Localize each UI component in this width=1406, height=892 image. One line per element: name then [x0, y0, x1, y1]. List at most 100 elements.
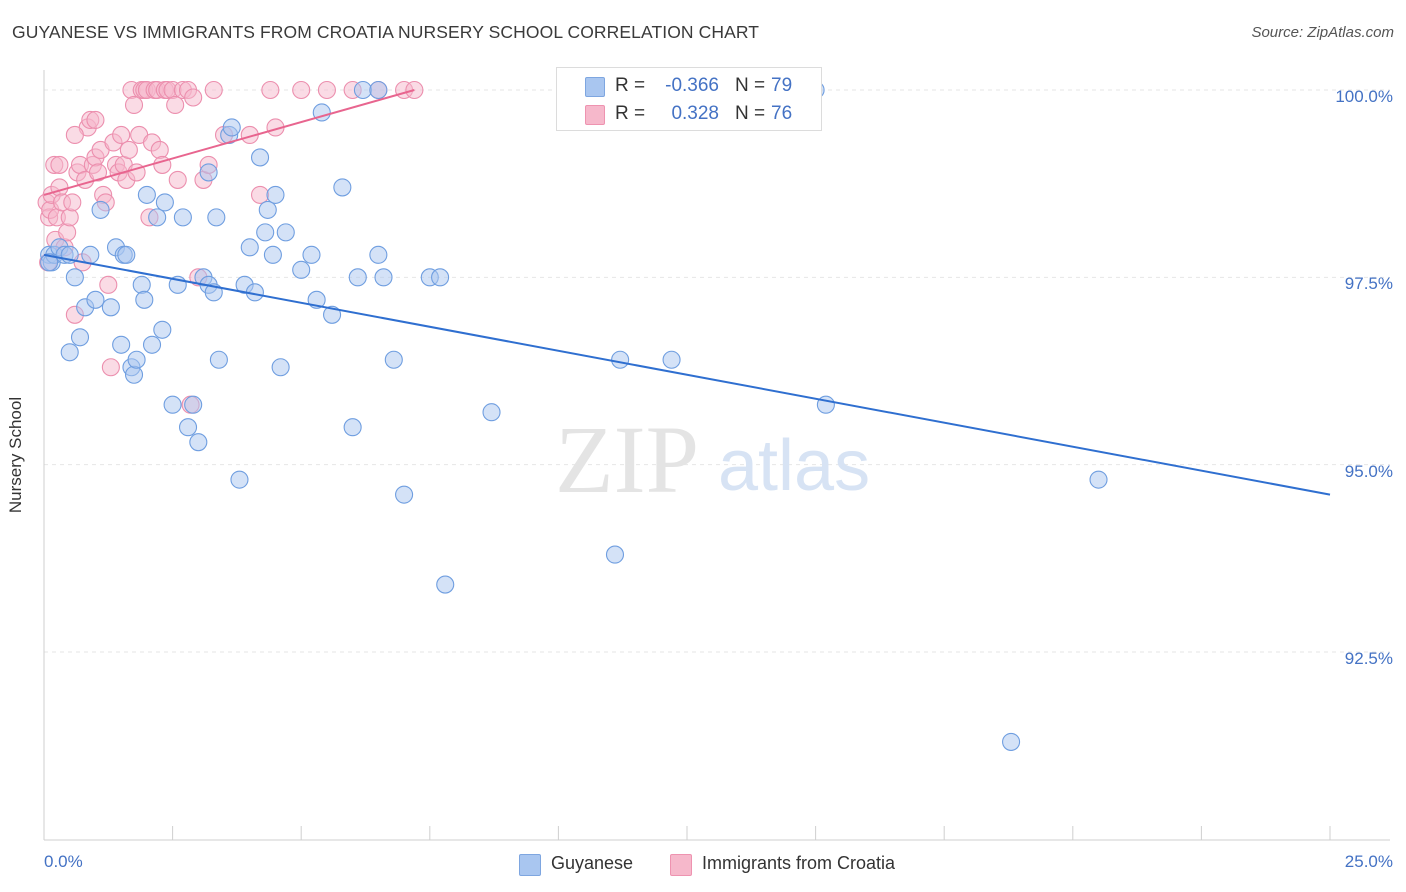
legend-swatch-pink [585, 105, 605, 125]
guyanese-point [1002, 732, 1021, 751]
guyanese-point [189, 433, 208, 452]
guyanese-point [369, 245, 388, 264]
grid-lines [44, 89, 1390, 653]
guyanese-point [117, 245, 136, 264]
guyanese-point [271, 358, 290, 377]
guyanese-point [374, 268, 393, 287]
guyanese-point [124, 365, 144, 384]
guyanese-point [81, 245, 100, 264]
guyanese-point [155, 193, 174, 212]
guyanese-point [86, 290, 105, 309]
guyanese-point [222, 118, 241, 137]
guyanese-point [395, 485, 414, 504]
guyanese-point [70, 328, 90, 347]
legend-n-value: 76 [771, 103, 793, 124]
croatia-point [317, 80, 336, 100]
guyanese-point [101, 298, 120, 317]
croatia-point [250, 185, 270, 204]
guyanese-point [127, 350, 146, 369]
croatia-point [204, 80, 223, 100]
guyanese-point [137, 185, 156, 204]
guyanese-point [605, 545, 625, 564]
legend-n-label: N = [735, 75, 766, 96]
legend-r-label: R = [615, 75, 646, 96]
guyanese-point [263, 245, 282, 264]
croatia-point [101, 358, 120, 377]
legend-row-croatia: R = 0.328 N = 76 [557, 100, 821, 128]
guyanese-point [1089, 470, 1108, 489]
guyanese-point [148, 208, 167, 227]
croatia-point [60, 208, 79, 227]
guyanese-point [199, 163, 218, 182]
chart-title: GUYANESE VS IMMIGRANTS FROM CROATIA NURS… [12, 22, 760, 42]
guyanese-point [209, 350, 228, 369]
guyanese-point [431, 268, 450, 287]
trend-lines [43, 89, 1331, 496]
guyanese-point [292, 260, 311, 279]
croatia-point [112, 125, 131, 145]
guyanese-point [343, 418, 362, 437]
guyanese-point [163, 395, 182, 414]
legend-label-croatia: Immigrants from Croatia [702, 853, 896, 873]
x-tick-label: 25.0% [1344, 852, 1393, 871]
legend-n-value: 79 [771, 75, 793, 96]
guyanese-point [135, 290, 154, 309]
legend-label-guyanese: Guyanese [551, 853, 634, 873]
source-credit: Source: ZipAtlas.com [1251, 24, 1394, 41]
axes [43, 70, 1390, 841]
guyanese-point [436, 575, 455, 594]
guyanese-point [184, 395, 203, 414]
croatia-trend-line [43, 89, 415, 196]
legend-r-value: -0.366 [665, 75, 719, 96]
guyanese-point [91, 200, 110, 219]
guyanese-point [153, 320, 172, 339]
guyanese-trend-line [43, 253, 1331, 496]
guyanese-point [348, 268, 367, 287]
legend-n-label: N = [735, 103, 766, 124]
croatia-point [88, 163, 108, 182]
y-tick-label: 95.0% [1344, 461, 1393, 481]
watermark-atlas: atlas [718, 426, 870, 506]
guyanese-point [60, 343, 79, 362]
guyanese-point [230, 470, 249, 489]
guyanese-point [258, 200, 277, 219]
guyanese-point [369, 80, 388, 100]
croatia-points [37, 80, 424, 414]
croatia-point [99, 275, 118, 294]
guyanese-point [178, 418, 198, 437]
croatia-point [50, 155, 69, 174]
guyanese-point [240, 238, 259, 257]
guyanese-point [132, 275, 151, 294]
legend-r-label: R = [615, 103, 646, 124]
croatia-point [184, 88, 203, 107]
legend-row-guyanese: R = -0.366 N = 79 [557, 72, 821, 100]
croatia-point [63, 193, 82, 212]
watermark-zip: ZIP [555, 406, 699, 513]
croatia-point [58, 223, 77, 242]
legend-swatch-blue [585, 77, 605, 97]
guyanese-point [173, 208, 192, 227]
guyanese-point [323, 305, 342, 324]
guyanese-point [65, 268, 84, 287]
guyanese-point [142, 335, 162, 354]
croatia-point [166, 95, 185, 115]
legend-swatch-croatia [670, 854, 692, 876]
croatia-point [168, 170, 187, 189]
croatia-point [86, 110, 105, 130]
y-tick-label: 92.5% [1344, 649, 1393, 668]
croatia-point [119, 140, 138, 159]
guyanese-point [40, 253, 59, 272]
croatia-point [261, 80, 280, 100]
guyanese-points [40, 80, 1108, 751]
guyanese-point [611, 350, 630, 369]
y-tick-label: 97.5% [1344, 274, 1393, 294]
legend-swatch-guyanese [519, 854, 541, 876]
croatia-point [150, 140, 169, 159]
guyanese-point [276, 223, 295, 242]
guyanese-point [333, 178, 352, 197]
stats-legend: R = -0.366 N = 79 R = 0.328 N = 76 [556, 67, 822, 131]
guyanese-point [353, 80, 372, 100]
guyanese-point [250, 148, 270, 167]
croatia-point [65, 125, 84, 145]
